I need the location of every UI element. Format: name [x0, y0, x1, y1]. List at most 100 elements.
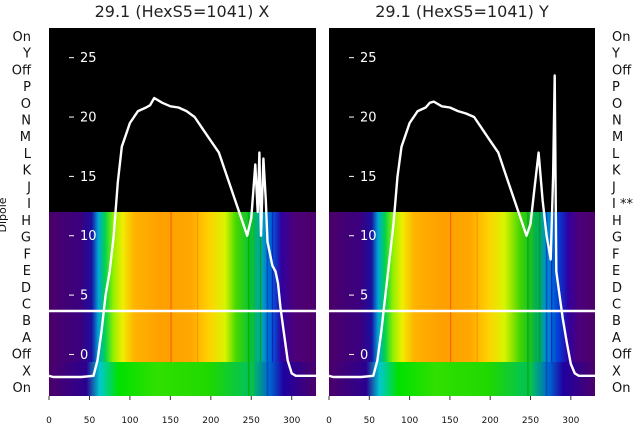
row-label: K [22, 164, 31, 179]
plot-background-y [329, 28, 595, 212]
heatmap-stripe [551, 212, 553, 362]
heatmap-stripe [251, 212, 253, 396]
heatmap-stripe [266, 212, 269, 396]
row-label: G [21, 231, 31, 246]
x-tick-label: 250 [522, 416, 539, 426]
row-label: D [612, 281, 622, 296]
heatmap-stripe [259, 212, 262, 362]
x-tick-label: 0 [326, 416, 332, 426]
y-tick-label: 10 [360, 229, 377, 244]
heatmap-low-band-y [329, 362, 595, 396]
x-tick-label: 100 [401, 416, 418, 426]
row-label: H [612, 214, 622, 229]
row-label: On [612, 381, 630, 396]
y-tick-label: 15 [80, 170, 97, 185]
row-label: X [612, 364, 621, 379]
y-tick-label: 10 [80, 229, 97, 244]
row-label: K [612, 164, 621, 179]
row-label: D [21, 281, 31, 296]
row-label: On [13, 381, 31, 396]
row-label: L [612, 147, 620, 162]
plot-background-x [49, 28, 316, 212]
row-label: On [13, 30, 31, 45]
panel-x: 29.1 (HexS5=1041) X Dipole OnYOffPONMLKJ… [0, 2, 316, 426]
y-tick-label: 20 [360, 111, 377, 126]
row-label: E [612, 264, 620, 279]
heatmap-stripe [247, 212, 250, 396]
row-label: Off [612, 63, 632, 78]
row-label: Off [612, 348, 632, 363]
row-label: Off [12, 63, 32, 78]
row-label: I [27, 197, 31, 212]
y-tick-label: 0 [360, 348, 368, 363]
row-label: J [26, 180, 31, 195]
heatmap-stripe [271, 212, 274, 362]
row-label: B [22, 314, 31, 329]
heatmap-stripe [450, 212, 452, 362]
y-axis-label: Dipole [0, 197, 9, 232]
x-tick-label: 300 [562, 416, 579, 426]
y-ticks-y: 0 5 10 15 20 25 [349, 51, 377, 363]
row-label: N [612, 114, 622, 129]
row-label: M [20, 130, 31, 145]
x-tick-label: 150 [162, 416, 179, 426]
x-tick-label: 50 [364, 416, 376, 426]
row-label: B [612, 314, 621, 329]
row-label: Y [611, 47, 620, 62]
row-label: F [612, 247, 619, 262]
y-tick-label: 0 [80, 348, 88, 363]
row-label: A [612, 331, 621, 346]
row-label: I ** [612, 197, 633, 212]
row-label: A [22, 331, 31, 346]
row-label: P [23, 80, 31, 95]
x-tick-label: 100 [121, 416, 138, 426]
x-ticks-y: 0 50 100 150 200 250 300 [326, 396, 580, 426]
y-tick-label: 25 [80, 51, 97, 66]
heatmap-stripe [170, 212, 172, 362]
heatmap-stripes-x [170, 212, 274, 396]
y-tick-label: 5 [360, 289, 368, 304]
row-label: O [612, 97, 622, 112]
row-label: E [23, 264, 31, 279]
y-tick-label: 25 [360, 51, 377, 66]
row-label: On [612, 30, 630, 45]
y-tick-label: 15 [360, 170, 377, 185]
row-label: Y [22, 47, 31, 62]
row-label: P [612, 80, 620, 95]
row-label: G [612, 231, 622, 246]
heatmap-stripe [197, 212, 199, 362]
heatmap-stripe [531, 212, 533, 396]
x-tick-label: 200 [482, 416, 499, 426]
row-label: M [612, 130, 623, 145]
heatmap-band-x [49, 212, 316, 362]
row-label: X [22, 364, 31, 379]
row-label: C [22, 298, 31, 313]
heatmap-stripe [545, 212, 548, 396]
row-label: J [611, 180, 616, 195]
chart-title-y: 29.1 (HexS5=1041) Y [375, 2, 549, 21]
x-tick-label: 150 [441, 416, 458, 426]
heatmap-stripe [476, 212, 478, 362]
row-label: O [21, 97, 31, 112]
x-tick-label: 300 [283, 416, 300, 426]
heatmap-stripe [539, 212, 541, 362]
chart-title-x: 29.1 (HexS5=1041) X [95, 2, 270, 21]
heatmap-low-band-x [49, 362, 316, 396]
row-label: L [24, 147, 32, 162]
overlay-line-x [49, 96, 316, 379]
heatmap-stripe [527, 212, 529, 396]
row-label: Off [12, 348, 32, 363]
heatmap-stripes-y [450, 212, 553, 396]
y-tick-label: 20 [80, 111, 97, 126]
x-tick-label: 200 [202, 416, 219, 426]
overlay-line-y [329, 74, 595, 379]
x-tick-label: 250 [243, 416, 260, 426]
y-tick-label: 5 [80, 289, 88, 304]
row-label: C [612, 298, 621, 313]
row-label: F [24, 247, 31, 262]
x-ticks-x: 0 50 100 150 200 250 300 [46, 396, 301, 426]
